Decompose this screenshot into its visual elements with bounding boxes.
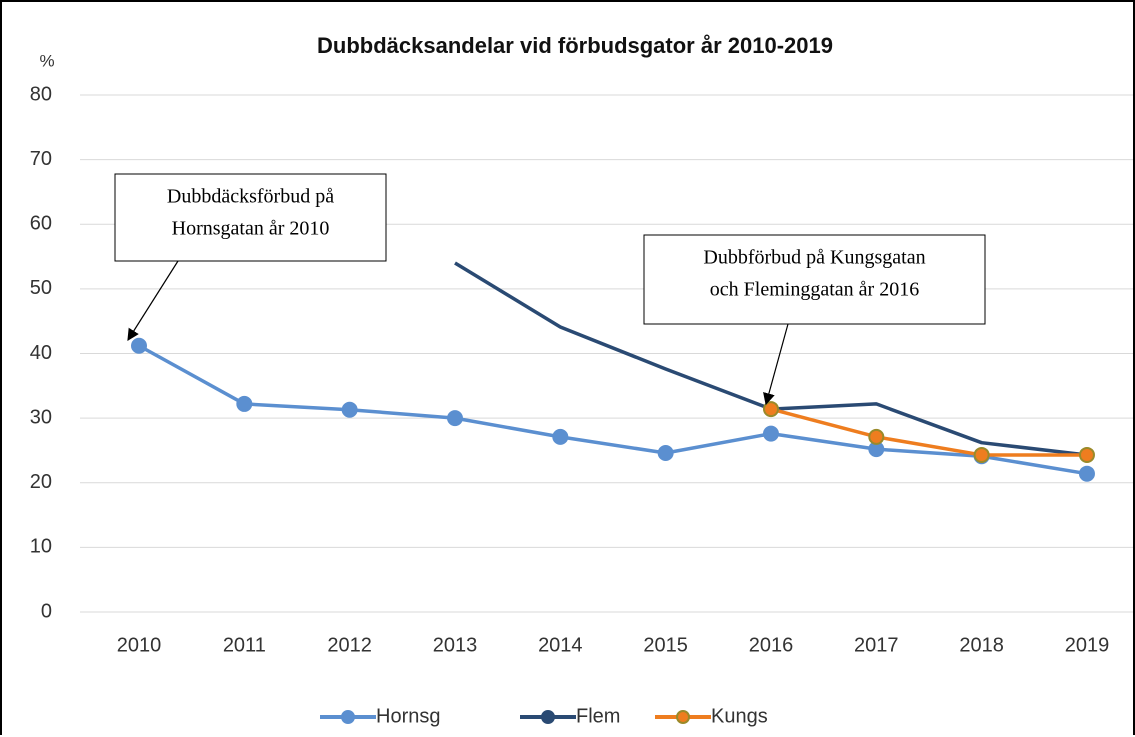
y-tick-label: 60 <box>30 213 52 235</box>
annotation-arrow <box>763 323 789 406</box>
legend-label: Hornsg <box>376 705 440 727</box>
x-tick-label: 2011 <box>223 634 266 656</box>
y-axis-label: % <box>39 51 54 70</box>
x-tick-label: 2012 <box>327 634 372 656</box>
y-tick-label: 50 <box>30 277 52 299</box>
x-tick-label: 2015 <box>643 634 688 656</box>
y-tick-label: 0 <box>41 600 52 622</box>
legend-item: Flem <box>520 705 620 727</box>
annotation-box <box>114 173 387 262</box>
legend-marker <box>676 710 690 724</box>
data-point <box>657 445 674 462</box>
x-tick-label: 2017 <box>854 634 899 656</box>
y-tick-label: 80 <box>30 83 52 105</box>
chart-title: Dubbdäcksandelar vid förbudsgator år 201… <box>317 33 833 58</box>
data-point <box>1078 446 1095 463</box>
y-tick-label: 70 <box>30 148 52 170</box>
data-point <box>552 428 569 445</box>
x-tick-label: 2013 <box>433 634 478 656</box>
x-tick-label: 2014 <box>538 634 583 656</box>
legend-label: Flem <box>576 705 620 727</box>
data-point <box>341 401 358 418</box>
data-point <box>762 401 779 418</box>
y-tick-label: 10 <box>30 536 52 558</box>
annotation-box <box>643 234 986 325</box>
data-point <box>131 337 147 354</box>
annotation-text: Hornsgatan år 2010 <box>172 218 330 240</box>
data-point <box>1078 465 1095 482</box>
data-point <box>446 410 463 427</box>
legend-label: Kungs <box>711 705 768 727</box>
x-tick-label: 2018 <box>959 634 1004 656</box>
series-line <box>138 344 1088 476</box>
data-point <box>868 428 885 445</box>
annotation-text: Dubbförbud på Kungsgatan <box>703 247 925 269</box>
annotation-arrow <box>127 260 179 342</box>
series-line <box>770 407 1087 457</box>
x-tick-label: 2019 <box>1065 634 1110 656</box>
y-tick-label: 40 <box>30 342 52 364</box>
legend-marker <box>541 710 555 724</box>
y-tick-label: 30 <box>30 406 52 428</box>
legend-marker <box>341 710 355 724</box>
y-tick-label: 20 <box>30 471 52 493</box>
annotation-text: Dubbdäcksförbud på <box>167 186 334 208</box>
x-tick-label: 2016 <box>749 634 794 656</box>
x-tick-label: 2010 <box>117 634 162 656</box>
data-point <box>236 395 253 412</box>
data-point <box>762 425 779 442</box>
data-point <box>973 446 990 463</box>
annotation-text: och Fleminggatan år 2016 <box>710 279 919 301</box>
legend-item: Kungs <box>655 705 768 727</box>
legend-item: Hornsg <box>320 705 440 727</box>
